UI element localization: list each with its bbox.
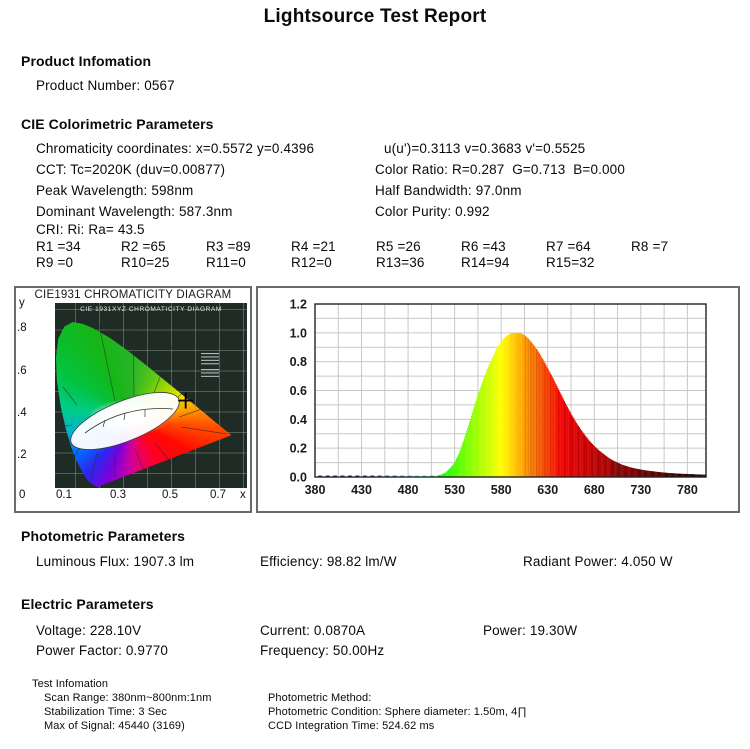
tick-label: 780	[677, 483, 698, 497]
power: Power: 19.30W	[483, 623, 578, 638]
cie-diagram-inner-title: CIE 1931XYZ CHROMATICITY DIAGRAM	[80, 306, 222, 313]
spectrum-chart: 0.0 0.2 0.4 0.6 0.8 1.0 1.2 380 430 480 530 580 630 6…	[256, 286, 740, 513]
tick-label: 0.5	[162, 489, 178, 501]
cri-value-r4: R4 =21	[291, 239, 336, 254]
scan-range: Scan Range: 380nm~800nm:1nm	[44, 692, 212, 704]
chromaticity-point-marker	[178, 392, 194, 409]
tick-label: 430	[351, 483, 372, 497]
tick-label: 1.2	[290, 298, 307, 312]
cri-value-r3: R3 =89	[206, 239, 251, 254]
tick-label: 0.1	[56, 489, 72, 501]
cri-value-r11: R11=0	[206, 255, 246, 270]
cie-diagram-title: CIE1931 CHROMATICITY DIAGRAM	[34, 289, 232, 301]
photometric-condition: Photometric Condition: Sphere diameter: …	[268, 706, 527, 718]
cie-param: Color Ratio: R=0.287 G=0.713 B=0.000	[375, 162, 625, 177]
cie-param: Chromaticity coordinates: x=0.5572 y=0.4…	[36, 141, 315, 156]
cri-value-r8: R8 =7	[631, 239, 669, 254]
cie-param: Dominant Wavelength: 587.3nm	[36, 204, 233, 219]
section-heading-product: Product Infomation	[21, 53, 152, 69]
cie-param: CCT: Tc=2020K (duv=0.00877)	[36, 162, 226, 177]
cie-legend-lines	[201, 353, 219, 377]
section-heading-photometric: Photometric Parameters	[21, 528, 186, 544]
tick-label: 480	[398, 483, 419, 497]
spectrum-plot: 0.0 0.2 0.4 0.6 0.8 1.0 1.2 380 430 480 530 580 630 6…	[290, 298, 707, 497]
tick-label: 0.3	[110, 489, 126, 501]
tick-label: 530	[444, 483, 465, 497]
cri-value-r1: R1 =34	[36, 239, 81, 254]
power-factor: Power Factor: 0.9770	[36, 643, 169, 658]
tick-label: 730	[630, 483, 651, 497]
cie-param: u(u')=0.3113 v=0.3683 v'=0.5525	[384, 141, 586, 156]
tick-label: 0.6	[290, 384, 307, 398]
report-title: Lightsource Test Report	[263, 6, 487, 27]
luminous-flux: Luminous Flux: 1907.3 lm	[36, 554, 195, 569]
section-heading-cie: CIE Colorimetric Parameters	[21, 116, 214, 132]
max-of-signal: Max of Signal: 45440 (3169)	[44, 720, 185, 732]
cie-diagram-image: CIE 1931XYZ CHROMATICITY DIAGRAM	[55, 303, 247, 488]
photometric-method: Photometric Method:	[268, 692, 372, 704]
frequency: Frequency: 50.00Hz	[260, 643, 385, 658]
current: Current: 0.0870A	[260, 623, 366, 638]
cri-value-r10: R10=25	[121, 255, 170, 270]
tick-label: .6	[17, 365, 27, 377]
section-heading-test-info: Test Infomation	[32, 678, 109, 690]
cri-summary: CRI: Ri: Ra= 43.5	[36, 222, 145, 237]
tick-label: 0.2	[290, 442, 307, 456]
white-region-ellipse	[70, 392, 180, 450]
efficiency: Efficiency: 98.82 lm/W	[260, 554, 397, 569]
tick-label: 0	[19, 489, 26, 501]
tick-label: 0.8	[290, 355, 307, 369]
cri-value-r2: R2 =65	[121, 239, 166, 254]
planckian-locus-curve	[84, 408, 174, 434]
radiant-power: Radiant Power: 4.050 W	[523, 554, 673, 569]
cie-param: Half Bandwidth: 97.0nm	[375, 183, 522, 198]
cie-param: Peak Wavelength: 598nm	[36, 183, 194, 198]
cri-value-r7: R7 =64	[546, 239, 591, 254]
product-number: Product Number: 0567	[36, 78, 175, 93]
cri-value-r9: R9 =0	[36, 255, 74, 270]
cri-value-r6: R6 =43	[461, 239, 506, 254]
tick-label: 680	[584, 483, 605, 497]
cri-value-r14: R14=94	[461, 255, 510, 270]
cie-overlay-graphics	[59, 316, 228, 480]
tick-label: 0.0	[290, 471, 307, 485]
tick-label: .2	[17, 449, 27, 461]
tick-label: 1.0	[290, 326, 307, 340]
cie-y-axis-label: y	[19, 297, 25, 309]
tick-label: 0.4	[290, 413, 307, 427]
tick-label: 630	[537, 483, 558, 497]
cie-param: Color Purity: 0.992	[375, 204, 490, 219]
tick-label: 580	[491, 483, 512, 497]
cri-value-r13: R13=36	[376, 255, 425, 270]
tick-label: .4	[17, 407, 27, 419]
ccd-integration-time: CCD Integration Time: 524.62 ms	[268, 720, 435, 732]
tick-label: 380	[305, 483, 326, 497]
section-heading-electric: Electric Parameters	[21, 596, 154, 612]
cri-value-r15: R15=32	[546, 255, 595, 270]
tick-label: 0.7	[210, 489, 226, 501]
cie-x-axis-label: x	[240, 489, 246, 501]
tick-label: .8	[17, 322, 27, 334]
cri-value-r12: R12=0	[291, 255, 332, 270]
stabilization-time: Stabilization Time: 3 Sec	[44, 706, 167, 718]
voltage: Voltage: 228.10V	[36, 623, 142, 638]
cie-chromaticity-diagram: CIE1931 CHROMATICITY DIAGRAM y CIE 1931X…	[14, 286, 252, 513]
cri-value-r5: R5 =26	[376, 239, 421, 254]
